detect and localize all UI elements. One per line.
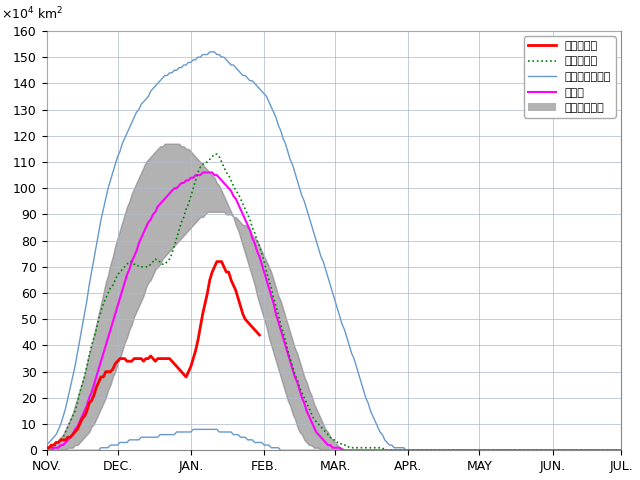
今冬の経過	[92, 384, 100, 390]
平年値	[279, 335, 287, 340]
平年値	[502, 447, 509, 453]
平年値	[293, 379, 301, 385]
昨冬の経過	[293, 377, 301, 383]
平年値	[527, 447, 535, 453]
Line: 昨冬の経過: 昨冬の経過	[47, 154, 621, 450]
Line: 平年値: 平年値	[47, 172, 621, 450]
今冬の経過	[213, 259, 221, 264]
Line: 最大値・最小値: 最大値・最小値	[47, 52, 621, 450]
最大値・最小値	[461, 447, 469, 453]
平年値	[523, 447, 531, 453]
最大値・最小値	[525, 447, 533, 453]
今冬の経過	[255, 332, 263, 338]
昨冬の経過	[461, 447, 469, 453]
最大値・最小値	[530, 447, 538, 453]
昨冬の経過	[381, 447, 388, 453]
昨冬の経過	[279, 329, 287, 335]
昨冬の経過	[504, 447, 511, 453]
今冬の経過	[68, 432, 76, 437]
昨冬の経過	[43, 445, 51, 451]
Legend: 今冬の経過, 昨冬の経過, 最大値・最小値, 平年値, 平年並の範囲: 今冬の経過, 昨冬の経過, 最大値・最小値, 平年値, 平年並の範囲	[524, 36, 616, 118]
最大値・最小値	[279, 135, 287, 141]
昨冬の経過	[525, 447, 533, 453]
今冬の経過	[225, 269, 232, 275]
最大値・最小値	[43, 442, 51, 448]
平年値	[199, 169, 207, 175]
平年値	[618, 447, 625, 453]
今冬の経過	[97, 374, 105, 380]
最大値・最小値	[293, 178, 301, 183]
昨冬の経過	[211, 151, 218, 157]
昨冬の経過	[530, 447, 538, 453]
最大値・最小値	[504, 447, 511, 453]
Text: $\times 10^4$ km$^2$: $\times 10^4$ km$^2$	[1, 6, 63, 23]
昨冬の経過	[618, 447, 625, 453]
今冬の経過	[251, 327, 259, 333]
最大値・最小値	[206, 49, 214, 55]
今冬の経過	[43, 445, 51, 451]
今冬の経過	[253, 329, 261, 335]
最大値・最小値	[402, 447, 410, 453]
Line: 今冬の経過: 今冬の経過	[47, 262, 259, 448]
平年値	[459, 447, 467, 453]
平年値	[43, 447, 51, 453]
最大値・最小値	[618, 447, 625, 453]
